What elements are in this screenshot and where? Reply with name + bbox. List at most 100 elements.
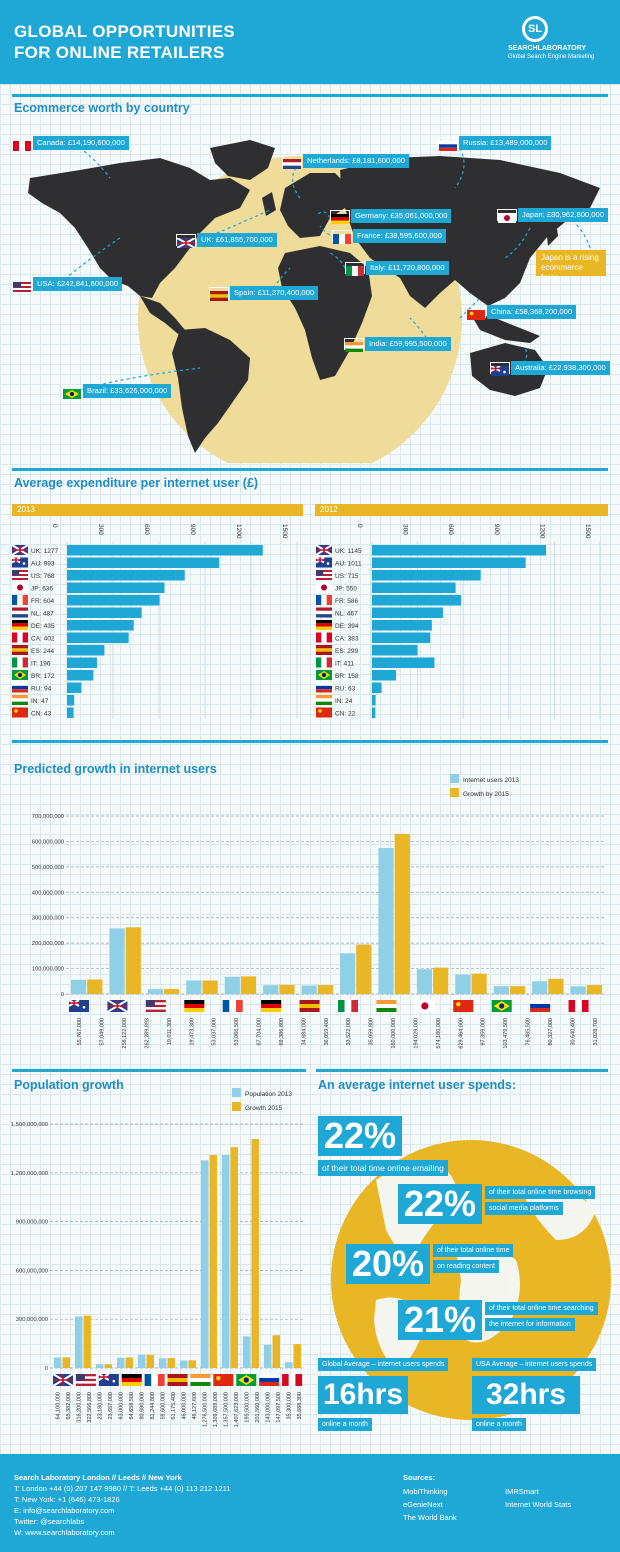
flag-de-icon xyxy=(12,620,28,630)
expenditure-bar xyxy=(67,670,94,681)
tick-label: 1200 xyxy=(538,524,545,539)
flag-es-icon xyxy=(316,645,332,655)
bar-2013 xyxy=(96,1364,104,1368)
flag-de-icon xyxy=(121,1374,142,1386)
flag-fr-icon xyxy=(144,1374,165,1386)
bar-growth xyxy=(240,976,257,994)
y-tick-label: 500,000,000 xyxy=(32,865,64,871)
bar-growth xyxy=(209,1154,217,1368)
map-country-label: Spain: £11,370,400,000 xyxy=(230,286,319,300)
bar-label: JP: 636 xyxy=(31,586,53,593)
bar-2013 xyxy=(301,985,317,994)
flag-ru-icon xyxy=(12,682,28,693)
bar-2013 xyxy=(263,985,279,994)
flag-jp-icon xyxy=(498,213,516,223)
continent-greenland xyxy=(210,140,275,180)
legend-label: Growth 2015 xyxy=(245,1105,283,1112)
x-value-label: 69,386,800 xyxy=(279,1018,285,1046)
footer-phone-ny: T: New York: +1 (646) 473-1826 xyxy=(14,1495,120,1504)
bar-2013 xyxy=(138,1354,146,1368)
map-country-label: Germany: £35,061,000,000 xyxy=(351,209,452,223)
x-value-label: 33,522,000 xyxy=(346,1018,352,1046)
bar-label: RU: 94 xyxy=(31,686,52,693)
flag-cn-icon xyxy=(467,310,485,320)
bar-label: DE: 435 xyxy=(31,623,55,630)
stat-reading-pct: 20% xyxy=(346,1244,430,1284)
x-value-label: 629,464,000 xyxy=(458,1018,464,1049)
footer: Search Laboratory London // Leeds // New… xyxy=(0,1454,620,1552)
population-growth-chart: Population 2013 Growth 2015 1,500,000,000 1… xyxy=(11,1088,304,1427)
x-value-label: 147,097,500 xyxy=(276,1392,282,1423)
bar-growth xyxy=(125,1357,133,1368)
flag-ru-icon xyxy=(259,1374,280,1386)
bar-2013 xyxy=(570,986,586,994)
x-value-label: 76,485,500 xyxy=(526,1018,532,1046)
flag-it-icon xyxy=(345,262,365,276)
flag-fr-icon xyxy=(333,234,351,244)
flag-us-icon xyxy=(13,282,31,292)
bar-growth xyxy=(471,973,487,994)
legend-swatch xyxy=(450,788,459,797)
expenditure-bar xyxy=(67,707,74,718)
bar-label: AU: 1011 xyxy=(335,561,362,568)
bar-growth xyxy=(188,1360,196,1368)
x-value-label: 59,600,000 xyxy=(160,1392,166,1420)
flag-au-icon xyxy=(11,556,28,568)
flag-au-icon xyxy=(98,1373,119,1386)
bar-label: CN: 43 xyxy=(31,711,52,718)
bar-label: BR: 172 xyxy=(31,673,55,680)
footer-twitter-link[interactable]: Twitter: @searchlabs xyxy=(14,1517,85,1526)
x-value-label: 36,059,400 xyxy=(324,1018,330,1046)
expenditure-bar xyxy=(67,545,263,556)
bar-2013 xyxy=(493,986,509,994)
flag-ru-icon xyxy=(438,137,458,151)
flag-fr-icon xyxy=(222,1000,243,1012)
flag-au-icon xyxy=(490,362,510,376)
flag-in-icon xyxy=(12,695,28,705)
flag-es-icon xyxy=(167,1374,188,1386)
bar-label: UK: 1145 xyxy=(335,548,362,555)
x-value-label: 97,359,000 xyxy=(481,1018,487,1046)
x-value-label: 1,357,500,000 xyxy=(223,1392,229,1427)
usa-average-unit: online a month xyxy=(472,1418,526,1431)
x-value-label: 67,704,000 xyxy=(257,1018,263,1046)
tick-label: 900 xyxy=(493,524,500,535)
expenditure-bar xyxy=(372,620,432,631)
bar-label: DE: 394 xyxy=(335,623,359,630)
bar-2013 xyxy=(201,1160,209,1368)
search-laboratory-logo[interactable]: SL SEARCHLABORATORY Global Search Engine… xyxy=(508,16,608,66)
x-value-label: 262,289,893 xyxy=(144,1018,150,1049)
flag-gb-icon xyxy=(106,999,128,1013)
tick-label: 900 xyxy=(189,524,196,535)
flag-nl-icon xyxy=(316,607,332,618)
x-value-label: 19,011,300 xyxy=(167,1018,173,1045)
expenditure-bar xyxy=(372,707,376,718)
bar-2013 xyxy=(264,1344,272,1368)
tick-label: 1500 xyxy=(281,524,288,539)
bar-label: CA: 383 xyxy=(335,636,359,643)
flag-gb-icon xyxy=(176,234,196,249)
bar-growth xyxy=(62,1357,70,1368)
flag-us-icon xyxy=(316,570,332,580)
flag-it-icon xyxy=(346,266,364,276)
flag-us-icon xyxy=(12,278,32,292)
tick-label: 1500 xyxy=(584,524,591,539)
bar-growth xyxy=(272,1335,280,1368)
footer-email-link[interactable]: E: info@searchlaboratory.com xyxy=(14,1506,115,1515)
expenditure-bar xyxy=(372,682,382,693)
footer-website-link[interactable]: W: www.searchlaboratory.com xyxy=(14,1528,115,1537)
bar-label: US: 715 xyxy=(335,573,359,580)
tick-label: 600 xyxy=(447,524,454,535)
y-tick-label: 100,000,000 xyxy=(32,967,64,973)
bar-2013 xyxy=(285,1362,293,1368)
y-tick-label: 700,000,000 xyxy=(32,814,64,820)
bar-label: IN: 24 xyxy=(335,698,353,705)
flag-br-icon xyxy=(12,670,28,680)
map-country-label: Italy: £11,720,800,000 xyxy=(366,261,449,275)
header: GLOBAL OPPORTUNITIES FOR ONLINE RETAILER… xyxy=(0,0,620,84)
expenditure-bar xyxy=(67,695,75,706)
x-value-label: 61,175,400 xyxy=(171,1392,177,1420)
bar-label: FR: 586 xyxy=(335,598,359,605)
map-section-title: Ecommerce worth by country xyxy=(14,101,190,115)
section-rule xyxy=(316,1069,608,1072)
